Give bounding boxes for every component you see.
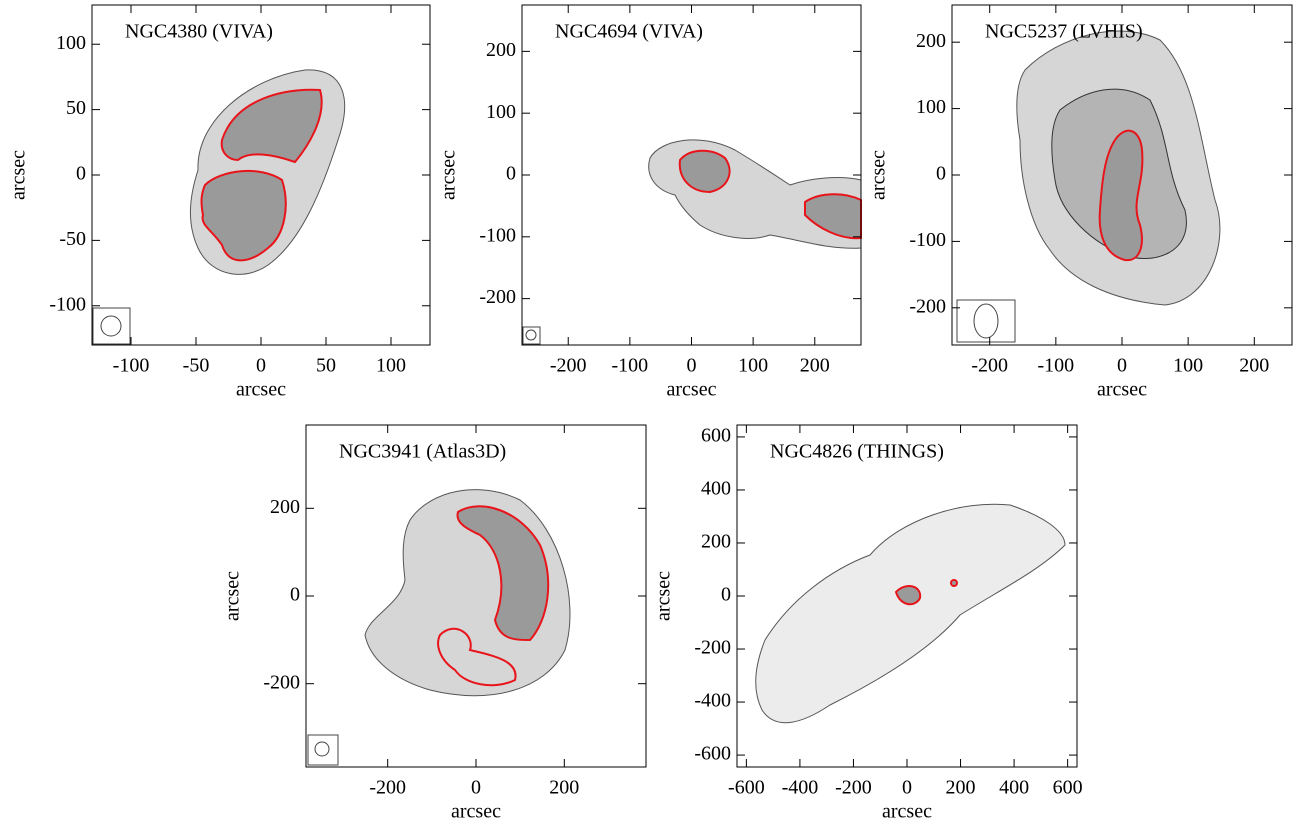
- panel-title: NGC3941 (Atlas3D): [339, 441, 506, 463]
- x-tick-label: 0: [687, 355, 697, 377]
- x-tick-label: 0: [1117, 355, 1127, 377]
- y-axis-label: arcsec: [438, 150, 460, 200]
- x-tick-label: -100: [612, 355, 649, 377]
- y-tick-label: 400: [701, 478, 731, 500]
- map-images: [92, 30, 1221, 766]
- x-tick-label: -200: [369, 777, 406, 799]
- y-tick-label: 50: [66, 97, 86, 119]
- x-tick-label: 100: [1173, 355, 1203, 377]
- y-tick-label: 200: [486, 39, 516, 61]
- y-tick-label: -200: [694, 637, 731, 659]
- x-tick-label: 0: [902, 777, 912, 799]
- x-tick-label: 200: [800, 355, 830, 377]
- y-tick-label: 100: [486, 101, 516, 123]
- hi-map: [755, 503, 1066, 724]
- y-tick-label: 200: [270, 496, 300, 518]
- x-tick-label: -100: [113, 355, 150, 377]
- x-tick-label: -50: [183, 355, 210, 377]
- panel-title: NGC4694 (VIVA): [555, 21, 703, 43]
- x-tick-label: 200: [1239, 355, 1269, 377]
- x-tick-label: -200: [550, 355, 587, 377]
- y-tick-label: -200: [479, 286, 516, 308]
- panel-title: NGC5237 (LVHIS): [985, 21, 1143, 43]
- y-tick-label: 600: [701, 425, 731, 447]
- panel-title: NGC4380 (VIVA): [125, 21, 273, 43]
- y-tick-label: -50: [59, 228, 86, 250]
- beam: [100, 315, 122, 337]
- x-axis-label: arcsec: [1097, 379, 1147, 401]
- y-tick-label: -100: [479, 224, 516, 246]
- x-tick-label: 200: [549, 777, 579, 799]
- y-tick-label: 0: [76, 163, 86, 185]
- y-axis-label: arcsec: [8, 150, 30, 200]
- y-tick-label: 200: [701, 531, 731, 553]
- y-tick-label: 0: [936, 163, 946, 185]
- beam: [525, 329, 537, 341]
- x-tick-label: 200: [946, 777, 976, 799]
- x-tick-label: -200: [835, 777, 872, 799]
- y-tick-label: -600: [694, 743, 731, 765]
- red-contour: [678, 149, 731, 194]
- beam: [973, 303, 999, 339]
- y-tick-label: 0: [721, 584, 731, 606]
- panel-title: NGC4826 (THINGS): [770, 441, 944, 463]
- x-tick-label: 0: [471, 777, 481, 799]
- red-contour: [200, 169, 287, 262]
- y-tick-label: 100: [916, 96, 946, 118]
- x-tick-label: 100: [738, 355, 768, 377]
- y-tick-label: -100: [49, 293, 86, 315]
- x-tick-label: 50: [316, 355, 336, 377]
- y-axis-label: arcsec: [222, 571, 244, 621]
- x-axis-label: arcsec: [882, 801, 932, 823]
- y-axis-label: arcsec: [868, 150, 890, 200]
- red-contour: [437, 627, 517, 687]
- red-contour: [220, 88, 323, 164]
- y-tick-label: 200: [916, 30, 946, 52]
- x-axis-label: arcsec: [236, 379, 286, 401]
- y-tick-label: -400: [694, 690, 731, 712]
- x-tick-label: 600: [1053, 777, 1083, 799]
- x-tick-label: 0: [256, 355, 266, 377]
- x-tick-label: -100: [1038, 355, 1075, 377]
- y-tick-label: 100: [56, 32, 86, 54]
- y-tick-label: 0: [290, 584, 300, 606]
- x-axis-label: arcsec: [451, 801, 501, 823]
- x-axis-label: arcsec: [667, 379, 717, 401]
- x-tick-label: -400: [782, 777, 819, 799]
- y-tick-label: -200: [909, 295, 946, 317]
- y-tick-label: -200: [263, 671, 300, 693]
- y-tick-label: -100: [909, 229, 946, 251]
- x-tick-label: -600: [728, 777, 765, 799]
- x-tick-label: 400: [999, 777, 1029, 799]
- beam: [314, 741, 330, 757]
- red-contour: [894, 585, 922, 606]
- red-contour: [950, 579, 958, 587]
- y-axis-label: arcsec: [653, 571, 675, 621]
- x-tick-label: 100: [376, 355, 406, 377]
- x-tick-label: -200: [971, 355, 1008, 377]
- red-contour: [456, 505, 550, 642]
- red-contour: [1098, 129, 1144, 262]
- y-tick-label: 0: [506, 163, 516, 185]
